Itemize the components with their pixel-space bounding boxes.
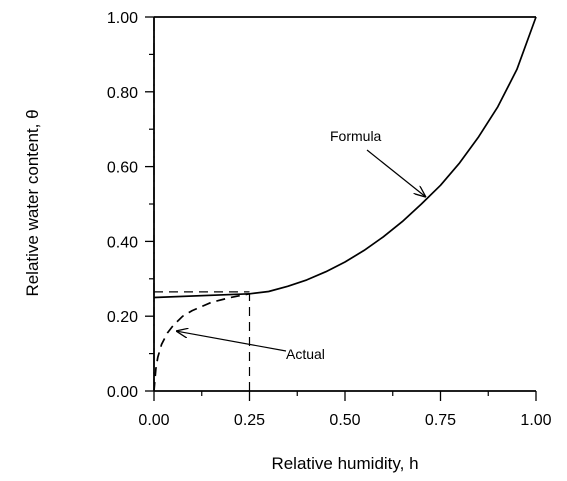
x-tick-label: 0.00 [138,412,169,429]
annotation-label-actual: Actual [286,346,325,362]
series-line-formula [153,16,537,299]
y-tick-label: 0.60 [107,160,138,177]
annotation-arrow-actual [177,331,287,352]
x-tick-label: 0.75 [425,412,456,429]
y-axis-label: Relative water content, θ [23,109,42,296]
annotation-arrow-formula [366,149,425,197]
annotation-label-formula: Formula [330,128,382,144]
x-tick-label: 0.50 [329,412,360,429]
series-lines [153,16,537,392]
y-tick-label: 0.20 [107,309,138,326]
reference-lines [153,17,251,391]
y-tick-label: 0.40 [107,234,138,251]
y-tick-label: 0.80 [107,85,138,102]
axis-ticks: 0.00 0.20 0.40 0.60 0.80 1.00 0.00 0.25 0.50 0.75… [107,10,552,429]
x-axis-label: Relative humidity, h [271,454,418,473]
x-tick-label: 1.00 [520,412,551,429]
annotations: Formula Actual [177,128,425,362]
y-tick-label: 1.00 [107,10,138,27]
x-tick-label: 0.25 [234,412,265,429]
series-line-actual [153,292,250,392]
y-tick-label: 0.00 [107,384,138,401]
plot-frame [153,16,536,392]
